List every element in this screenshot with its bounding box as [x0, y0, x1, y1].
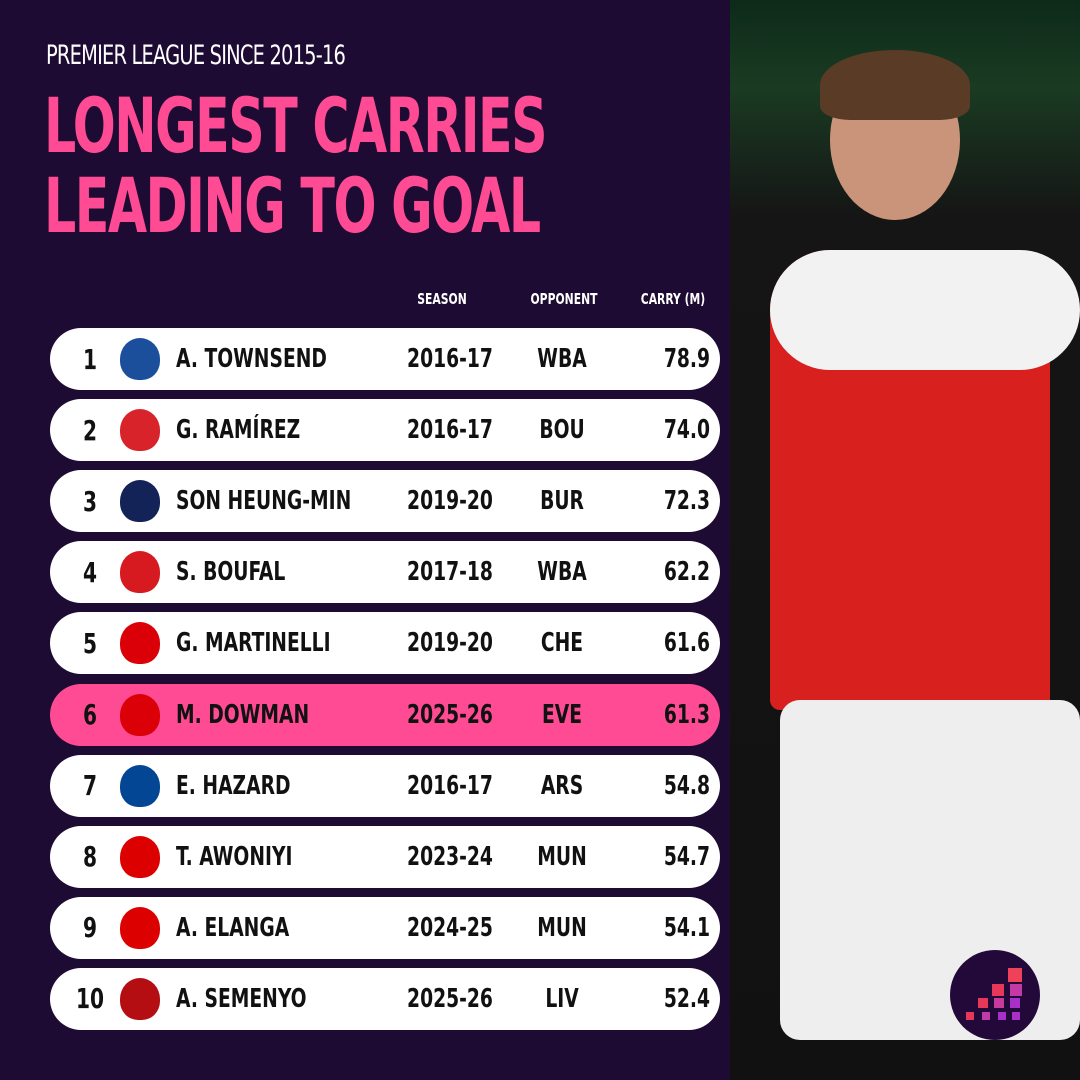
rank: 10 — [75, 982, 105, 1016]
opponent: MUN — [537, 841, 587, 872]
nottingham-forest-crest-icon — [120, 835, 160, 878]
player-name: G. RAMÍREZ — [176, 415, 301, 446]
rank: 1 — [82, 342, 98, 376]
opponent: MUN — [537, 912, 587, 943]
arsenal-crest-icon — [120, 693, 160, 736]
season: 2025-26 — [407, 699, 493, 730]
season: 2016-17 — [407, 415, 493, 446]
season: 2017-18 — [407, 557, 493, 588]
opponent: WBA — [537, 557, 587, 588]
table-row: 3 SON HEUNG-MIN 2019-20 BUR 72.3 — [50, 470, 720, 533]
player-name: T. AWONIYI — [176, 841, 293, 872]
opponent: CHE — [540, 628, 584, 659]
title-line-2: LEADING TO GOAL — [44, 161, 541, 250]
sleeve — [770, 250, 1080, 370]
header-season: SEASON — [417, 290, 467, 308]
opponent: ARS — [540, 770, 584, 801]
season: 2016-17 — [407, 344, 493, 374]
season: 2016-17 — [407, 770, 493, 801]
opponent: EVE — [541, 699, 583, 730]
table-row: 6 M. DOWMAN 2025-26 EVE 61.3 — [50, 683, 720, 746]
title-line-1: LONGEST CARRIES — [44, 81, 548, 170]
carry-distance: 61.6 — [663, 628, 710, 659]
bournemouth-crest-icon — [120, 977, 160, 1020]
table-row: 2 G. RAMÍREZ 2016-17 BOU 74.0 — [50, 399, 720, 462]
player-name: SON HEUNG-MIN — [176, 486, 352, 517]
season: 2023-24 — [407, 841, 493, 872]
carry-distance: 54.7 — [663, 841, 710, 872]
season: 2025-26 — [407, 983, 493, 1014]
header-opponent: OPPONENT — [530, 290, 598, 308]
carry-distance: 72.3 — [663, 486, 710, 517]
carry-distance: 54.8 — [663, 770, 710, 801]
arsenal-crest-icon — [120, 622, 160, 665]
rank: 4 — [82, 555, 98, 589]
opponent: BOU — [539, 415, 585, 446]
crystal-palace-crest-icon — [120, 338, 160, 380]
rank: 8 — [82, 840, 98, 874]
brand-logo-icon — [950, 950, 1040, 1040]
player-name: A. TOWNSEND — [176, 344, 327, 374]
opponent: LIV — [545, 983, 579, 1014]
player-name: E. HAZARD — [176, 770, 291, 801]
tottenham-crest-icon — [120, 480, 160, 523]
season: 2019-20 — [407, 628, 493, 659]
opponent: BUR — [540, 486, 584, 517]
rank: 7 — [82, 769, 98, 803]
carry-distance: 62.2 — [663, 557, 710, 588]
middlesbrough-crest-icon — [120, 409, 160, 452]
hair — [820, 50, 970, 120]
table-row: 10 A. SEMENYO 2025-26 LIV 52.4 — [50, 967, 720, 1030]
carry-distance: 52.4 — [663, 983, 710, 1014]
season: 2024-25 — [407, 912, 493, 943]
subtitle: PREMIER LEAGUE SINCE 2015-16 — [46, 40, 346, 71]
season: 2019-20 — [407, 486, 493, 517]
table-row: 7 E. HAZARD 2016-17 ARS 54.8 — [50, 754, 720, 817]
carry-distance: 61.3 — [663, 699, 710, 730]
rank: 9 — [82, 911, 98, 945]
table-row: 5 G. MARTINELLI 2019-20 CHE 61.6 — [50, 612, 720, 675]
carry-distance: 74.0 — [663, 415, 710, 446]
player-name: S. BOUFAL — [176, 557, 286, 588]
rank: 2 — [82, 413, 98, 447]
table-row: 4 S. BOUFAL 2017-18 WBA 62.2 — [50, 541, 720, 604]
carry-distance: 54.1 — [663, 912, 710, 943]
page-title: LONGEST CARRIES LEADING TO GOAL — [44, 81, 548, 250]
table-row: 1 A. TOWNSEND 2016-17 WBA 78.9 — [50, 328, 720, 390]
chelsea-crest-icon — [120, 764, 160, 807]
header-carry: CARRY (M) — [640, 290, 706, 308]
rank: 6 — [82, 698, 98, 731]
player-name: G. MARTINELLI — [176, 628, 331, 659]
carry-distance: 78.9 — [663, 344, 710, 374]
player-photo — [730, 0, 1080, 1080]
nottingham-forest-crest-icon — [120, 906, 160, 949]
table-row: 8 T. AWONIYI 2023-24 MUN 54.7 — [50, 825, 720, 888]
opponent: WBA — [537, 344, 587, 374]
rank: 3 — [82, 484, 98, 518]
southampton-crest-icon — [120, 551, 160, 594]
table-row: 9 A. ELANGA 2024-25 MUN 54.1 — [50, 896, 720, 959]
player-name: A. ELANGA — [176, 912, 290, 943]
player-name: A. SEMENYO — [176, 983, 307, 1014]
rank: 5 — [82, 626, 98, 660]
player-name: M. DOWMAN — [176, 699, 310, 730]
